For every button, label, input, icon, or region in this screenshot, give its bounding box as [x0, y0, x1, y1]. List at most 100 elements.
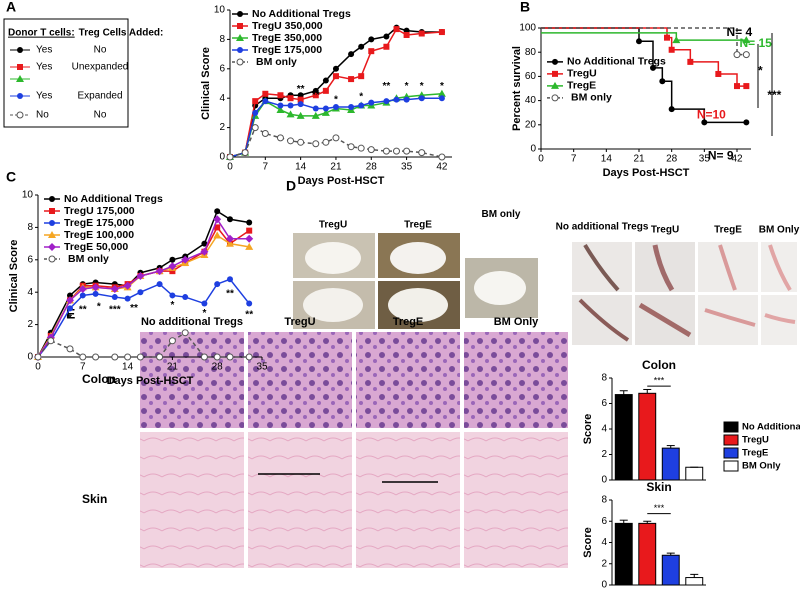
- marker: [245, 234, 254, 243]
- annotation: N= 9: [708, 148, 734, 162]
- x-tick-label: 35: [699, 154, 711, 165]
- annotation: N=10: [697, 107, 726, 121]
- marker: [733, 51, 741, 59]
- marker: [237, 47, 243, 53]
- series-line: [541, 27, 747, 56]
- marker: [322, 87, 329, 94]
- marker: [214, 224, 221, 231]
- bar: [638, 392, 657, 481]
- photo-label: TregE: [714, 225, 742, 236]
- row-label: Skin: [82, 492, 107, 506]
- y-axis-label: Percent survival: [511, 46, 523, 131]
- marker: [92, 353, 100, 361]
- annotation: **: [226, 288, 234, 299]
- x-tick-label: 0: [538, 154, 544, 165]
- series-line: [229, 126, 443, 158]
- annotation: **: [130, 303, 138, 314]
- marker: [347, 143, 355, 151]
- marker: [287, 95, 294, 102]
- y-tick-label: 0: [219, 152, 225, 163]
- legend-label: TregE 175,000: [252, 44, 322, 56]
- table-header: Donor T cells:: [8, 28, 75, 39]
- photo-label: TregU: [319, 220, 347, 231]
- legend-label: TregE 175,000: [64, 217, 134, 229]
- marker: [168, 337, 176, 345]
- x-tick-label: 0: [227, 162, 233, 173]
- legend-label: No Additional Tregs: [252, 8, 351, 20]
- marker: [276, 105, 285, 113]
- marker: [715, 70, 722, 77]
- marker: [358, 73, 365, 80]
- marker: [169, 292, 176, 299]
- x-tick-label: 42: [731, 154, 743, 165]
- marker: [169, 268, 176, 275]
- x-tick-label: 7: [263, 162, 269, 173]
- table-frame: [3, 18, 129, 128]
- marker: [226, 239, 234, 247]
- marker: [659, 78, 666, 85]
- legend-swatch: [723, 421, 739, 433]
- marker: [393, 26, 400, 33]
- marker: [650, 64, 656, 71]
- y-tick-label: 4: [27, 287, 33, 298]
- marker: [357, 144, 365, 152]
- x-tick-label: 7: [571, 154, 577, 165]
- annotation: **: [245, 310, 253, 321]
- marker: [321, 108, 330, 116]
- y-tick-label: 2: [27, 319, 33, 330]
- marker: [261, 129, 269, 137]
- marker: [418, 30, 425, 37]
- y-tick-label: 4: [601, 537, 607, 548]
- marker: [66, 296, 74, 305]
- marker: [213, 215, 222, 224]
- bar: [638, 522, 657, 586]
- y-tick-label: 2: [219, 122, 225, 133]
- column-label: TregE: [393, 316, 424, 328]
- marker: [182, 294, 189, 301]
- panel-letter: E: [66, 306, 75, 322]
- x-tick-label: 28: [366, 162, 378, 173]
- marker: [227, 276, 233, 283]
- marker: [168, 262, 177, 271]
- marker: [67, 292, 73, 299]
- marker: [181, 255, 190, 264]
- y-axis-label: Clinical Score: [8, 240, 20, 313]
- marker: [672, 36, 681, 44]
- marker: [393, 96, 400, 103]
- marker: [66, 345, 74, 353]
- legend-label: TregU: [567, 68, 597, 80]
- panel-letter: A: [6, 0, 16, 15]
- marker: [743, 83, 750, 90]
- marker: [227, 216, 233, 223]
- marker: [200, 353, 208, 361]
- y-tick-label: 0: [530, 144, 536, 155]
- marker: [236, 58, 244, 66]
- marker: [110, 284, 119, 293]
- y-tick-label: 60: [525, 71, 537, 82]
- marker: [393, 147, 400, 155]
- bar: [614, 522, 633, 586]
- marker: [438, 29, 445, 36]
- series-line: [541, 32, 747, 41]
- marker: [156, 281, 163, 288]
- x-tick-label: 0: [35, 362, 41, 373]
- y-tick-label: 6: [27, 254, 33, 265]
- marker: [332, 134, 340, 142]
- marker: [437, 89, 446, 97]
- marker: [226, 234, 234, 243]
- marker: [245, 242, 254, 250]
- panel-letter: D: [286, 178, 296, 194]
- marker: [48, 243, 56, 251]
- marker: [47, 337, 55, 345]
- y-tick-label: 8: [219, 34, 225, 45]
- marker: [287, 102, 294, 109]
- table-cell: Unexpanded: [72, 62, 129, 73]
- marker: [246, 219, 253, 226]
- marker: [48, 255, 56, 263]
- legend-label: BM only: [256, 56, 297, 68]
- photo-label: TregU: [651, 225, 679, 236]
- marker: [262, 98, 269, 105]
- y-tick-label: 20: [525, 119, 537, 130]
- x-tick-label: 21: [167, 362, 179, 373]
- marker: [322, 77, 329, 84]
